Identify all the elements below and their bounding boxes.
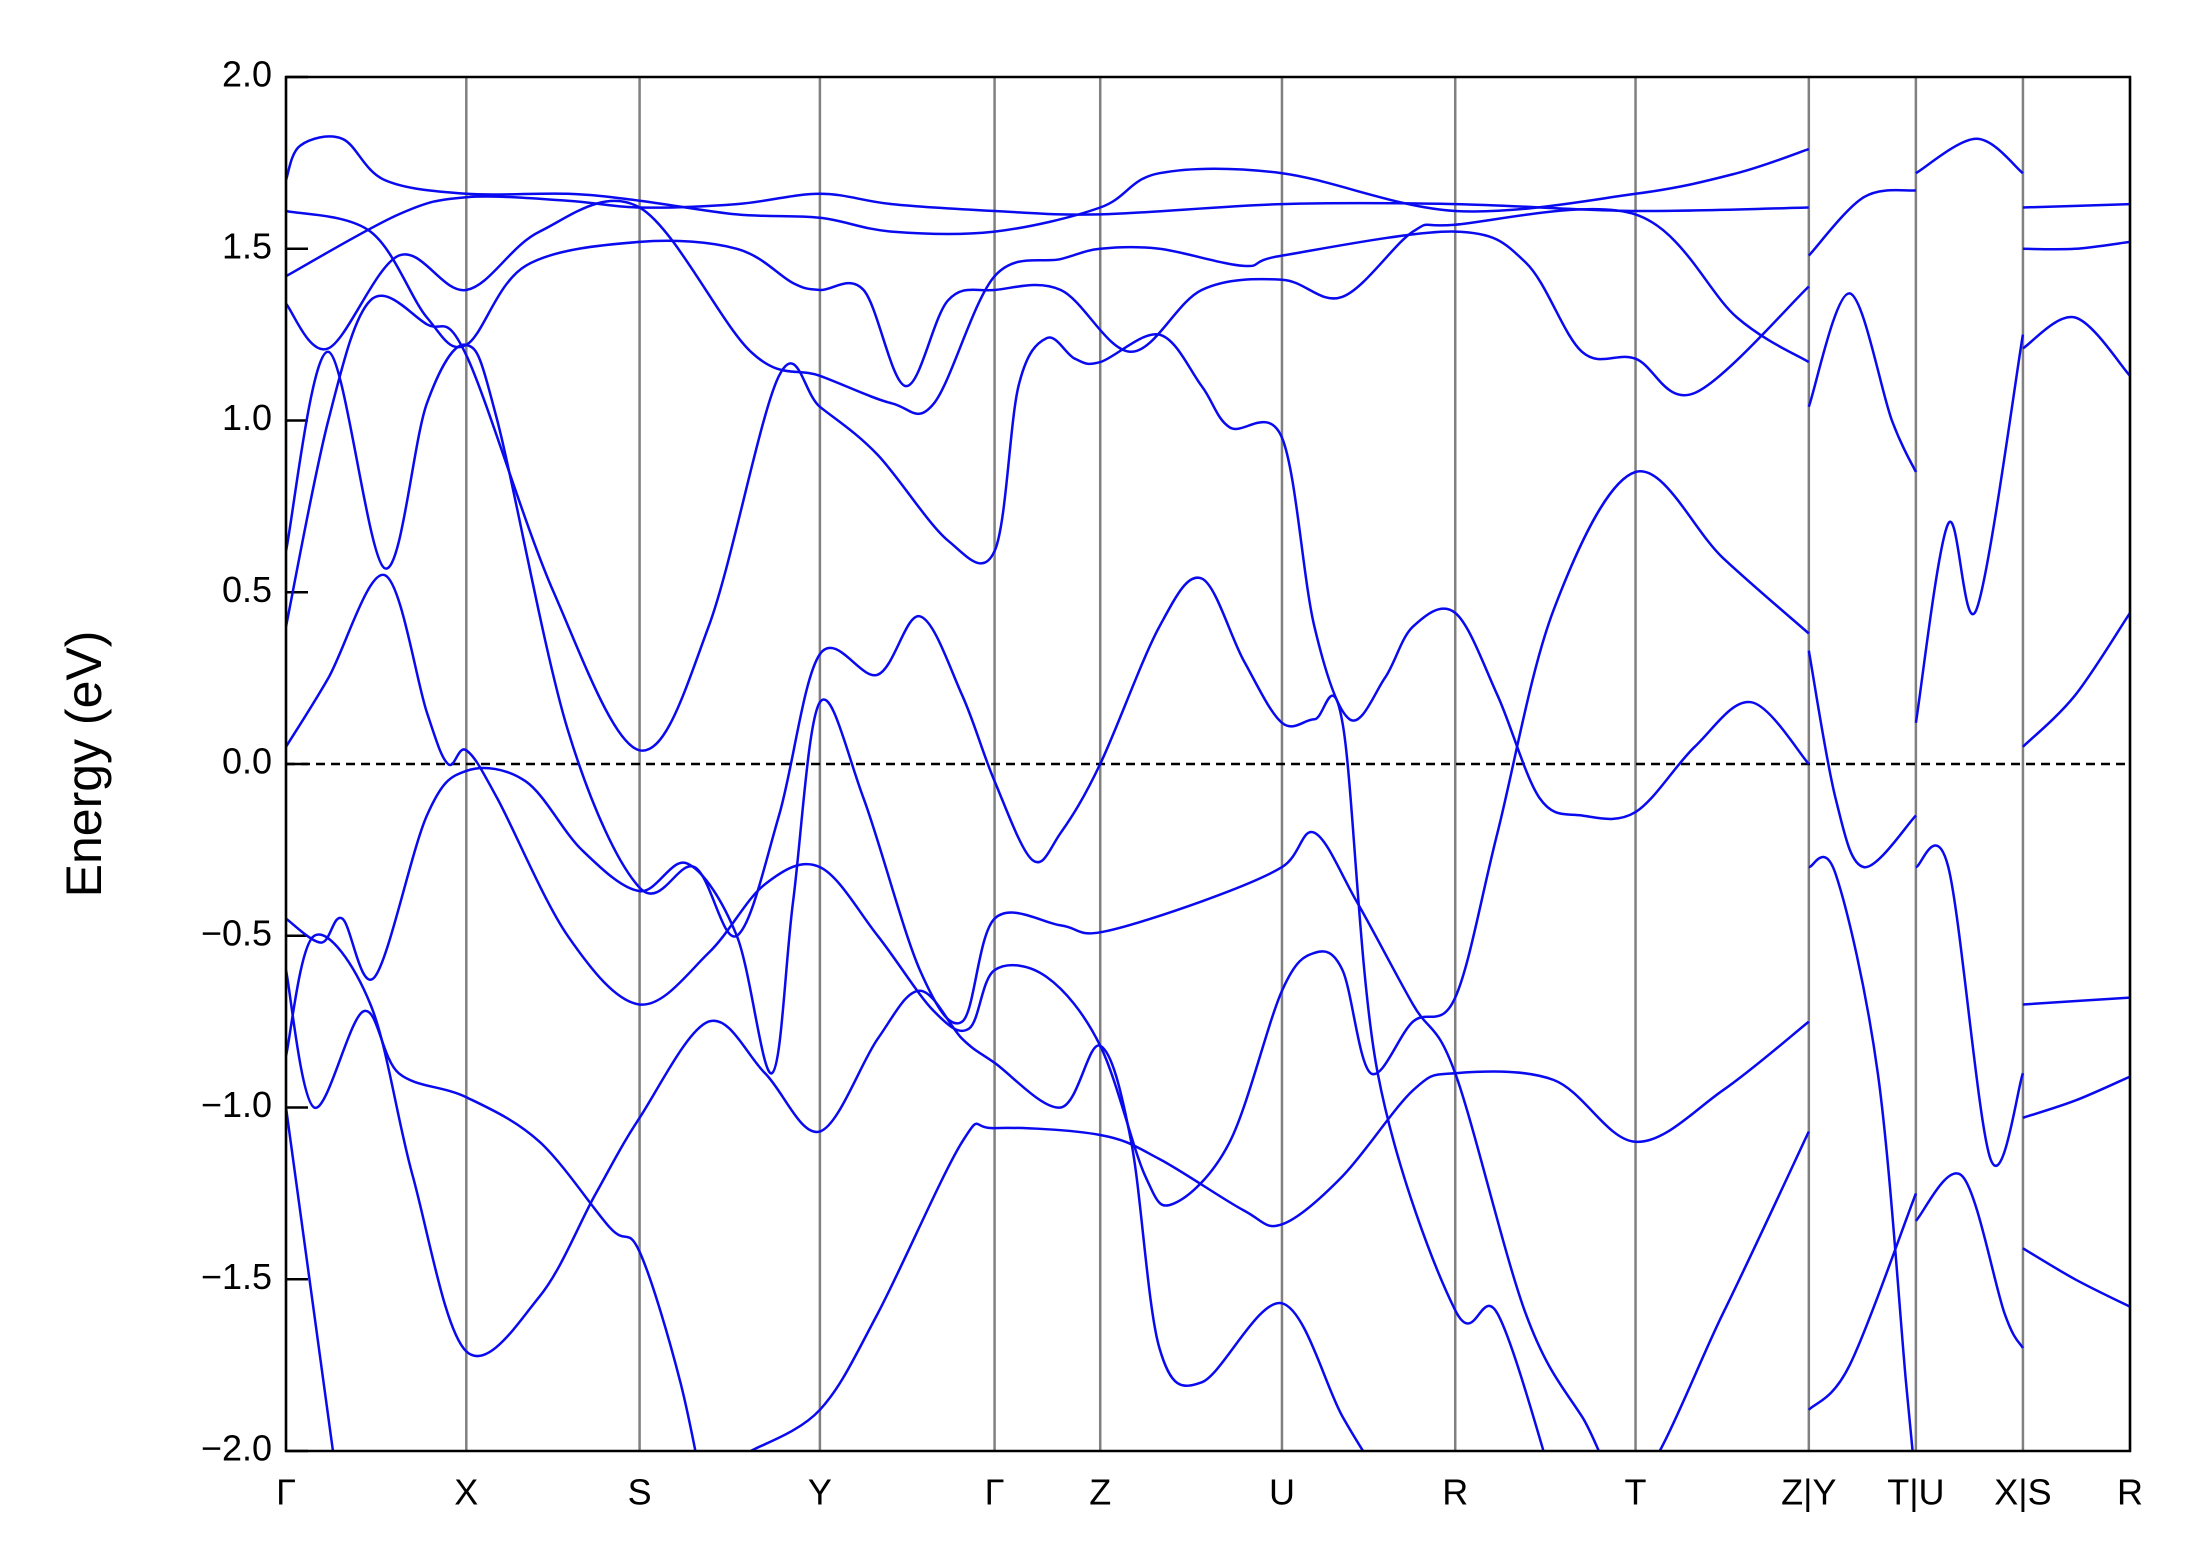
band — [1807, 1192, 1918, 1411]
band — [750, 1020, 1810, 1451]
band — [1807, 292, 1918, 473]
band — [1915, 137, 2024, 175]
band — [2022, 996, 2130, 1006]
band — [2022, 612, 2130, 748]
y-tick-label: 1.0 — [222, 397, 272, 438]
band — [2022, 202, 2130, 209]
band — [1808, 855, 1914, 1451]
band — [286, 343, 1545, 1451]
band — [1914, 334, 2025, 724]
y-tick-label: 2.0 — [222, 54, 272, 95]
y-tick-label: 0.5 — [222, 569, 272, 610]
band — [2022, 240, 2130, 251]
band — [286, 1107, 335, 1451]
band — [1807, 650, 1917, 869]
x-tick-label: R — [1442, 1472, 1468, 1513]
y-tick-label: −1.0 — [201, 1084, 272, 1125]
band — [1915, 844, 2025, 1168]
band — [286, 207, 1810, 388]
plot-frame — [284, 75, 2132, 1453]
x-tick-label: Y — [808, 1472, 832, 1513]
x-tick-label: T|U — [1887, 1472, 1944, 1513]
bands — [286, 135, 2130, 1451]
x-tick-label: S — [628, 1472, 652, 1513]
band — [286, 698, 1810, 1451]
band — [286, 135, 1810, 236]
y-tick-label: 1.5 — [222, 225, 272, 266]
x-tick-label: X — [454, 1472, 478, 1513]
band — [286, 470, 1810, 1207]
x-tick-label: R — [2117, 1472, 2143, 1513]
band — [2022, 1247, 2130, 1308]
band — [286, 933, 1365, 1451]
y-tick-label: −1.5 — [201, 1256, 272, 1297]
band — [2022, 315, 2130, 377]
x-tick-label: X|S — [1994, 1472, 2051, 1513]
x-tick-label: Γ — [276, 1472, 296, 1513]
band — [286, 199, 1810, 415]
band — [286, 192, 1809, 278]
y-tick-label: 0.0 — [222, 741, 272, 782]
band — [2022, 1075, 2130, 1119]
x-tick-label: Γ — [985, 1472, 1005, 1513]
x-tick-label: Z|Y — [1781, 1472, 1836, 1513]
y-tick-label: −0.5 — [201, 912, 272, 953]
x-tick-label: Z — [1089, 1472, 1111, 1513]
band — [286, 294, 1810, 821]
x-tick-label: U — [1269, 1472, 1295, 1513]
y-axis-label: Energy (eV) — [56, 631, 112, 898]
x-tick-label: T — [1625, 1472, 1647, 1513]
band — [1807, 188, 1917, 257]
band — [1914, 1172, 2025, 1349]
y-tick-label: −2.0 — [201, 1428, 272, 1469]
band — [286, 969, 697, 1451]
